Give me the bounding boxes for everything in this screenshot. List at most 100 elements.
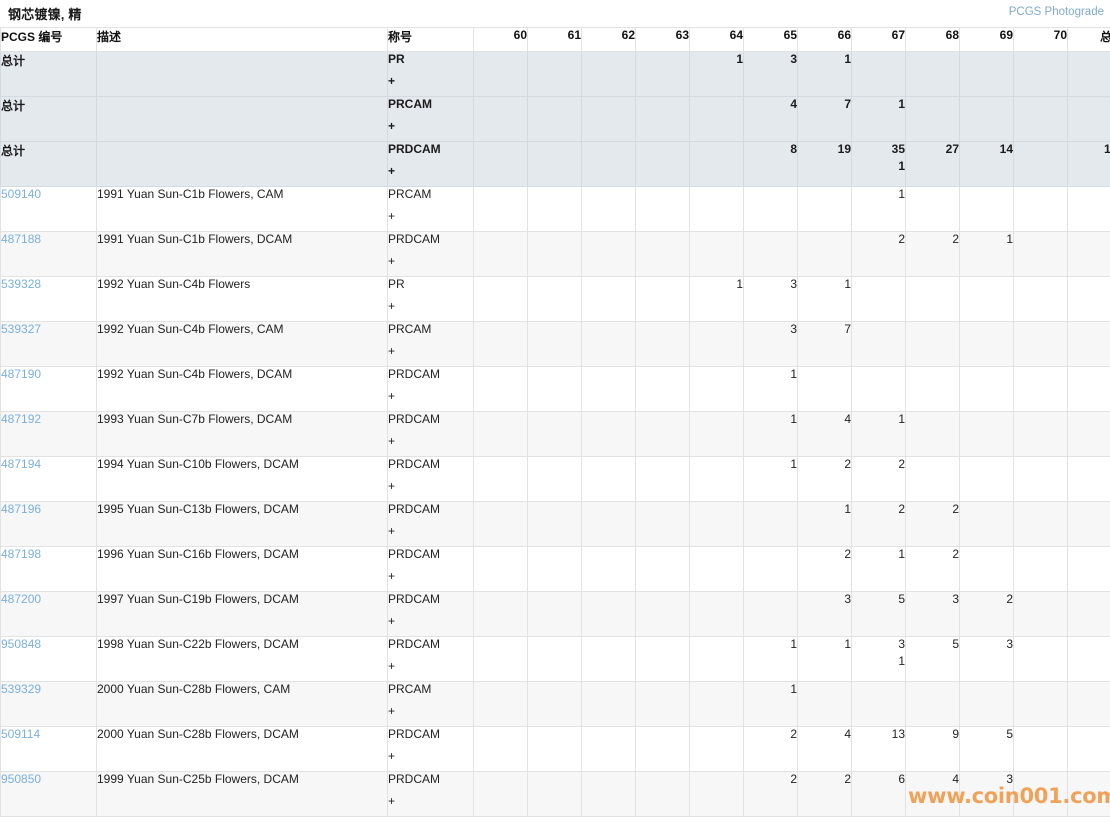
page-header: 钢芯镀镍, 精 PCGS Photograde (0, 0, 1110, 27)
table-row: 487194 1994 Yuan Sun-C10b Flowers, DCAM PR… (0, 456, 1110, 502)
designation-cell: PRDCAM + (387, 456, 474, 502)
grade-count: 2 (898, 232, 905, 246)
grade-cell-65: 4 (743, 96, 798, 142)
grade-count: 1 (736, 277, 743, 291)
pcgs-number-link[interactable]: 487200 (1, 592, 42, 606)
grade-cell-62 (581, 231, 636, 277)
grade-cell-63 (635, 96, 690, 142)
grade-count: 35 (891, 142, 905, 156)
grade-cell-60 (473, 771, 528, 817)
grade-cell-64 (689, 501, 744, 547)
grade-cell-70 (1013, 771, 1068, 817)
grade-cell-63 (635, 276, 690, 322)
grade-cell-60 (473, 366, 528, 412)
grade-cell-61 (527, 546, 582, 592)
grade-cell-60 (473, 186, 528, 232)
grade-cell-62 (581, 546, 636, 592)
column-header-grade-68[interactable]: 68 (905, 27, 960, 52)
pcgs-number-link[interactable]: 950850 (1, 772, 42, 786)
grade-cell-60 (473, 411, 528, 457)
grade-count: 1 (790, 412, 797, 426)
column-header-grade-67[interactable]: 67 (851, 27, 906, 52)
designation-plus: + (388, 254, 396, 268)
column-header-pcgs-number[interactable]: PCGS 编号 (0, 27, 97, 52)
designation-cell: PRCAM + (387, 96, 474, 142)
grade-cell-68 (905, 321, 960, 367)
pcgs-number-link[interactable]: 487194 (1, 457, 42, 471)
grade-cell-68 (905, 186, 960, 232)
grade-cell-61 (527, 411, 582, 457)
grade-cell-61 (527, 366, 582, 412)
table-row: 509114 2000 Yuan Sun-C28b Flowers, DCAM PR… (0, 726, 1110, 772)
grade-cell-70 (1013, 546, 1068, 592)
grade-cell-64 (689, 96, 744, 142)
grade-count: 4 (844, 412, 851, 426)
pcgs-number-link[interactable]: 487196 (1, 502, 42, 516)
grade-cell-67: 1 (851, 96, 906, 142)
pcgs-number-link[interactable]: 487190 (1, 367, 42, 381)
pcgs-number-link[interactable]: 509114 (1, 727, 41, 741)
grade-cell-60 (473, 276, 528, 322)
table-row: 539327 1992 Yuan Sun-C4b Flowers, CAM PRCA… (0, 321, 1110, 367)
grade-cell-63 (635, 231, 690, 277)
grade-cell-67: 1 (851, 411, 906, 457)
total-cell: 5 (1067, 501, 1110, 547)
column-header-grade-65[interactable]: 65 (743, 27, 798, 52)
grade-cell-70 (1013, 51, 1068, 97)
column-header-grade-61[interactable]: 61 (527, 27, 582, 52)
grade-cell-69: 1 (959, 231, 1014, 277)
pcgs-number-link[interactable]: 487192 (1, 412, 42, 426)
grade-count: 4 (844, 727, 851, 741)
column-header-designation[interactable]: 称号 (387, 27, 474, 52)
grade-cell-61 (527, 636, 582, 682)
column-header-grade-70[interactable]: 70 (1013, 27, 1068, 52)
grade-cell-67: 2 (851, 501, 906, 547)
column-header-total[interactable]: 总计 (1067, 27, 1110, 52)
grade-cell-60 (473, 321, 528, 367)
grade-cell-69 (959, 501, 1014, 547)
grade-cell-60 (473, 51, 528, 97)
grade-cell-62 (581, 321, 636, 367)
grade-cell-62 (581, 96, 636, 142)
grade-count: 3 (952, 592, 959, 606)
grade-cell-61 (527, 681, 582, 727)
grade-cell-70 (1013, 456, 1068, 502)
grade-count: 1 (790, 637, 797, 651)
grade-cell-70 (1013, 726, 1068, 772)
column-header-grade-62[interactable]: 62 (581, 27, 636, 52)
grade-cell-70 (1013, 186, 1068, 232)
total-cell: 1 (1067, 681, 1110, 727)
summary-row: 总计 PRCAM +4 7 1 12 (0, 96, 1110, 142)
grade-cell-61 (527, 231, 582, 277)
grade-cell-69 (959, 366, 1014, 412)
grade-count: 2 (898, 457, 905, 471)
grade-count: 14 (999, 142, 1013, 156)
designation-cell: PRCAM + (387, 681, 474, 727)
designation-name: PRDCAM (388, 502, 441, 516)
grade-cell-65: 1 (743, 456, 798, 502)
description-cell: 2000 Yuan Sun-C28b Flowers, CAM (96, 681, 388, 727)
pcgs-number-link[interactable]: 539329 (1, 682, 42, 696)
column-header-grade-66[interactable]: 66 (797, 27, 852, 52)
grade-cell-65 (743, 231, 798, 277)
pcgs-number-link[interactable]: 487188 (1, 232, 42, 246)
grade-cell-66: 1 (797, 51, 852, 97)
column-header-description[interactable]: 描述 (96, 27, 388, 52)
pcgs-number-link[interactable]: 509140 (1, 187, 42, 201)
grade-count: 1 (844, 502, 851, 516)
description-cell: 1996 Yuan Sun-C16b Flowers, DCAM (96, 546, 388, 592)
pcgs-number-link[interactable]: 487198 (1, 547, 42, 561)
pcgs-number-link[interactable]: 539328 (1, 277, 42, 291)
grade-cell-66: 7 (797, 321, 852, 367)
pcgs-number-link[interactable]: 950848 (1, 637, 42, 651)
pcgs-photograde-link[interactable]: PCGS Photograde (1008, 6, 1104, 18)
column-header-grade-64[interactable]: 64 (689, 27, 744, 52)
table-row: 539329 2000 Yuan Sun-C28b Flowers, CAM PRC… (0, 681, 1110, 727)
column-header-grade-63[interactable]: 63 (635, 27, 690, 52)
column-header-grade-69[interactable]: 69 (959, 27, 1014, 52)
pcgs-number-link[interactable]: 539327 (1, 322, 42, 336)
grade-count: 7 (844, 322, 851, 336)
table-row: 509140 1991 Yuan Sun-C1b Flowers, CAM PRCA… (0, 186, 1110, 232)
designation-cell: PRDCAM + (387, 726, 474, 772)
column-header-grade-60[interactable]: 60 (473, 27, 528, 52)
